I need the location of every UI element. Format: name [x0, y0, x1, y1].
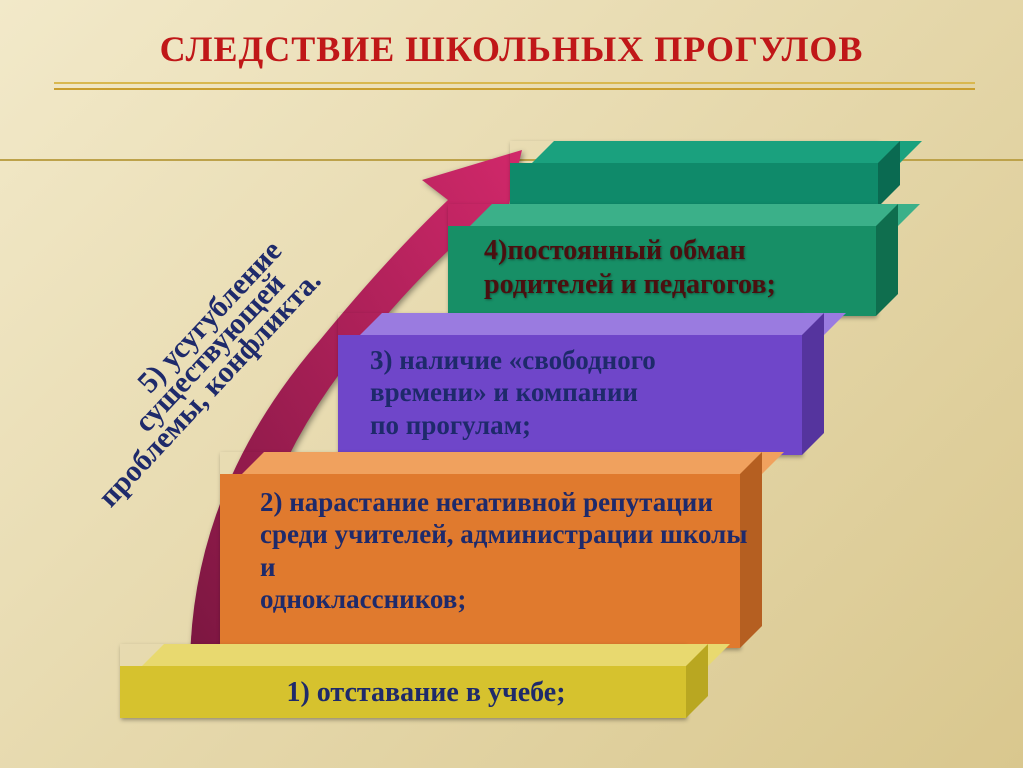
step1-label: 1) отставание в учебе;	[186, 676, 666, 710]
slide: СЛЕДСТВИЕ ШКОЛЬНЫХ ПРОГУЛОВ 4)постоянный…	[0, 0, 1023, 768]
title-underline-1	[54, 82, 975, 84]
step3-label: 3) наличие «свободного времени» и компан…	[370, 344, 810, 441]
title-underline-2	[54, 88, 975, 90]
step2-label: 2) нарастание негативной репутации среди…	[260, 486, 750, 616]
step4-label: 4)постоянный обман родителей и педагогов…	[484, 234, 904, 301]
slide-title: СЛЕДСТВИЕ ШКОЛЬНЫХ ПРОГУЛОВ	[0, 28, 1023, 70]
step5	[510, 141, 878, 207]
